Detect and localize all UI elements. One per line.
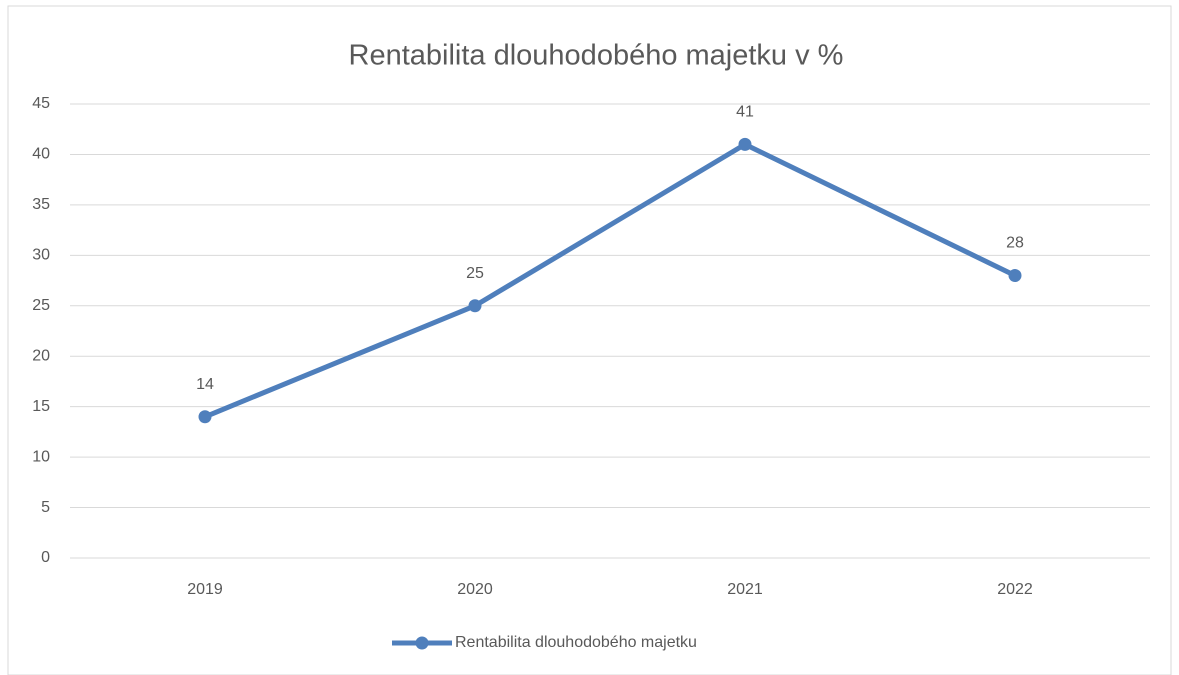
series-line <box>202 141 1018 420</box>
data-label: 25 <box>466 265 484 282</box>
data-point <box>1008 269 1022 283</box>
y-tick-label: 45 <box>32 95 50 112</box>
data-label: 14 <box>196 376 214 393</box>
data-point <box>738 137 752 151</box>
x-tick-label: 2022 <box>997 581 1033 598</box>
y-tick-label: 0 <box>41 549 50 566</box>
x-tick-label: 2020 <box>457 581 493 598</box>
data-point <box>198 410 212 424</box>
y-tick-label: 40 <box>32 146 50 163</box>
y-tick-label: 25 <box>32 297 50 314</box>
legend-label: Rentabilita dlouhodobého majetku <box>455 634 697 651</box>
y-tick-label: 30 <box>32 247 50 264</box>
y-tick-label: 15 <box>32 398 50 415</box>
y-tick-label: 35 <box>32 196 50 213</box>
y-tick-label: 10 <box>32 448 50 465</box>
y-tick-label: 5 <box>41 499 50 516</box>
x-tick-label: 2019 <box>187 581 223 598</box>
legend-marker <box>415 636 429 650</box>
y-tick-label: 20 <box>32 347 50 364</box>
x-tick-label: 2021 <box>727 581 763 598</box>
data-label: 41 <box>736 104 754 121</box>
chart-border <box>7 5 1172 675</box>
data-point <box>468 299 482 313</box>
data-label: 28 <box>1006 235 1024 252</box>
chart-title: Rentabilita dlouhodobého majetku v % <box>349 40 844 72</box>
